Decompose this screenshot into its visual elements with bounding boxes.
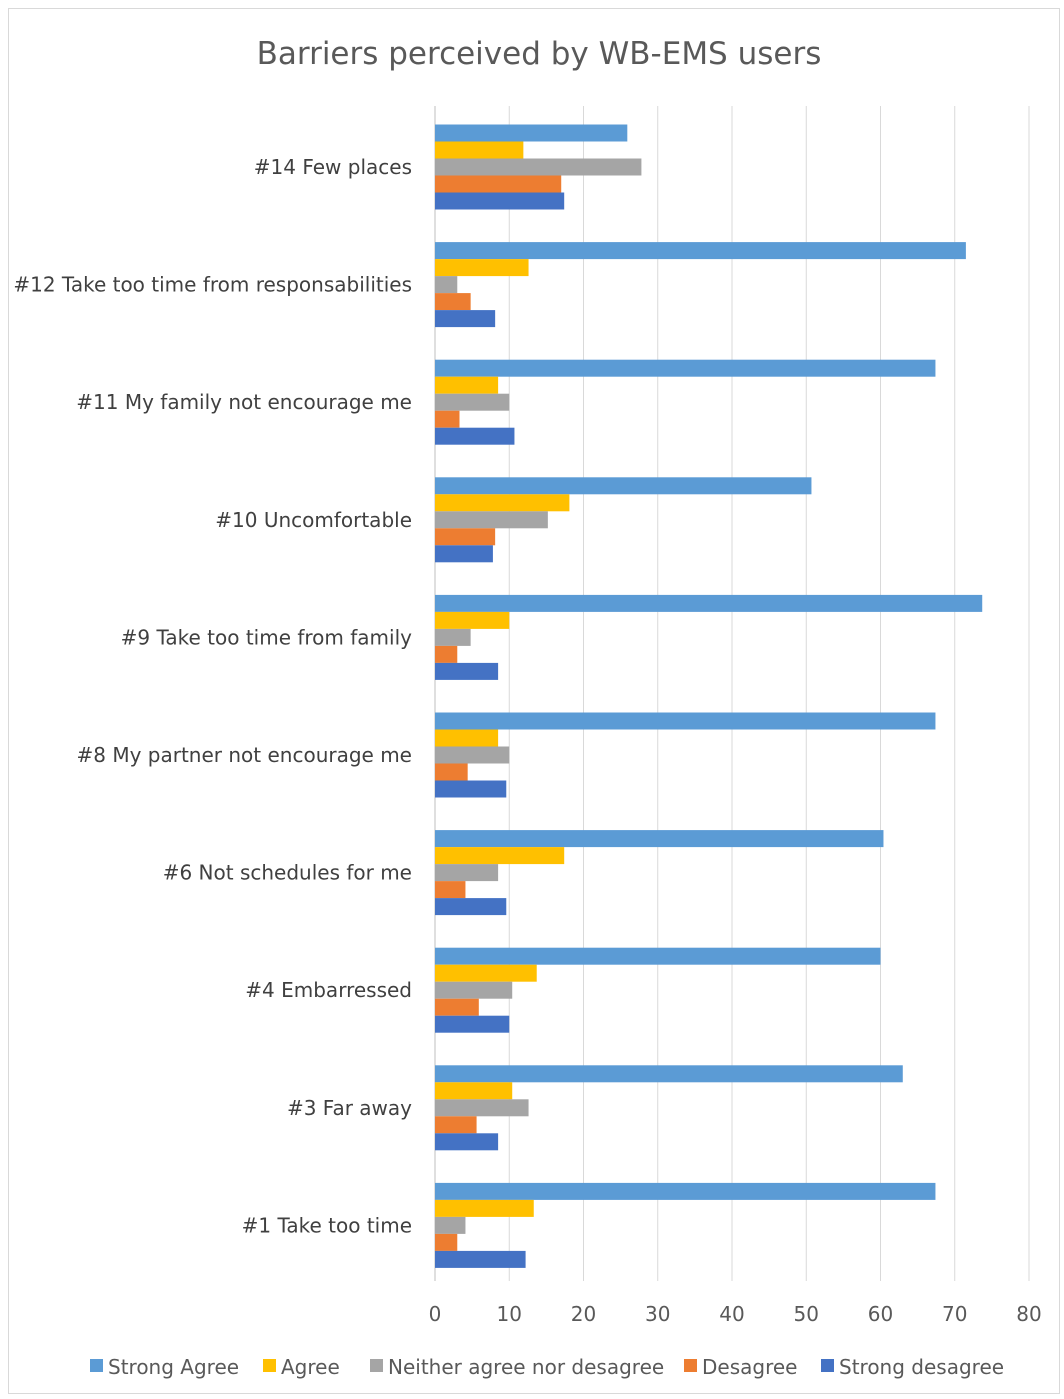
x-tick-label: 70: [942, 1302, 967, 1326]
chart-title: Barriers perceived by WB-EMS users: [257, 36, 822, 72]
bar-4-1: [435, 611, 510, 629]
category-label: #3 Far away: [287, 1096, 412, 1120]
category-label: #12 Take too time from responsabilities: [13, 273, 412, 297]
chart-frame: [8, 8, 1060, 1394]
bar-7-1: [435, 964, 537, 982]
bar-0-3: [435, 175, 562, 193]
bar-6-4: [435, 898, 507, 916]
bar-1-3: [435, 293, 471, 311]
bar-4-0: [435, 594, 983, 612]
category-label: #8 My partner not encourage me: [77, 743, 413, 767]
bar-5-1: [435, 729, 499, 747]
legend-label: Neither agree nor desagree: [388, 1355, 664, 1379]
bar-1-0: [435, 242, 966, 260]
bar-2-2: [435, 393, 510, 411]
x-tick-label: 20: [571, 1302, 596, 1326]
bar-4-3: [435, 645, 458, 663]
bar-0-1: [435, 141, 524, 159]
bar-4-4: [435, 662, 499, 680]
legend-label: Strong Agree: [108, 1355, 239, 1379]
x-tick-label: 50: [794, 1302, 819, 1326]
x-tick-label: 30: [645, 1302, 670, 1326]
category-label: #6 Not schedules for me: [163, 861, 412, 885]
bar-8-1: [435, 1082, 513, 1100]
category-label: #10 Uncomfortable: [215, 508, 412, 532]
legend-swatch-1: [263, 1359, 276, 1372]
bar-9-2: [435, 1216, 466, 1234]
bar-8-2: [435, 1099, 529, 1117]
bar-3-4: [435, 545, 493, 563]
category-label: #4 Embarressed: [245, 978, 412, 1002]
bar-3-2: [435, 511, 548, 529]
bar-0-2: [435, 158, 642, 176]
x-tick-label: 80: [1016, 1302, 1041, 1326]
bar-2-4: [435, 427, 515, 445]
bar-9-4: [435, 1250, 526, 1268]
bar-4-2: [435, 628, 471, 646]
bar-6-3: [435, 881, 466, 899]
bar-5-3: [435, 763, 468, 781]
bar-7-4: [435, 1015, 510, 1033]
bar-2-3: [435, 410, 460, 428]
bar-9-1: [435, 1199, 534, 1217]
x-tick-labels: 0 10 20 30 40 50 60 70 80: [429, 1302, 1042, 1326]
category-label: #11 My family not encourage me: [76, 390, 412, 414]
x-tick-label: 10: [497, 1302, 522, 1326]
x-tick-label: 60: [868, 1302, 893, 1326]
bar-8-4: [435, 1133, 499, 1151]
bar-5-2: [435, 746, 510, 764]
legend-swatch-2: [370, 1359, 383, 1372]
bar-3-3: [435, 528, 496, 546]
bar-3-0: [435, 477, 812, 495]
bar-7-2: [435, 981, 513, 999]
bar-5-4: [435, 780, 507, 798]
bar-1-2: [435, 276, 458, 294]
bar-0-4: [435, 192, 565, 210]
category-label: #9 Take too time from family: [121, 625, 413, 649]
legend-swatch-0: [90, 1359, 103, 1372]
bar-2-1: [435, 376, 499, 394]
bars: [435, 124, 983, 1268]
bar-1-1: [435, 259, 529, 277]
legend-label: Agree: [281, 1355, 340, 1379]
bar-6-0: [435, 830, 884, 848]
bar-8-0: [435, 1065, 903, 1083]
category-label: #1 Take too time: [242, 1213, 412, 1237]
bar-0-0: [435, 124, 628, 142]
bar-6-1: [435, 847, 565, 865]
bar-6-2: [435, 864, 499, 882]
legend-label: Desagree: [702, 1355, 797, 1379]
category-labels: #14 Few places #12 Take too time from res…: [13, 155, 412, 1237]
bar-9-0: [435, 1182, 936, 1200]
bar-2-0: [435, 359, 936, 377]
bar-7-0: [435, 947, 881, 965]
legend-swatch-4: [821, 1359, 834, 1372]
category-label: #14 Few places: [254, 155, 412, 179]
bar-5-0: [435, 712, 936, 730]
x-tick-label: 40: [719, 1302, 744, 1326]
legend-swatch-3: [684, 1359, 697, 1372]
bar-7-3: [435, 998, 479, 1016]
x-tick-label: 0: [429, 1302, 442, 1326]
bar-8-3: [435, 1116, 477, 1134]
bar-3-1: [435, 494, 570, 512]
legend: Strong Agree Agree Neither agree nor desag…: [90, 1355, 1004, 1379]
bar-9-3: [435, 1233, 458, 1251]
bar-1-4: [435, 310, 496, 328]
legend-label: Strong desagree: [839, 1355, 1004, 1379]
